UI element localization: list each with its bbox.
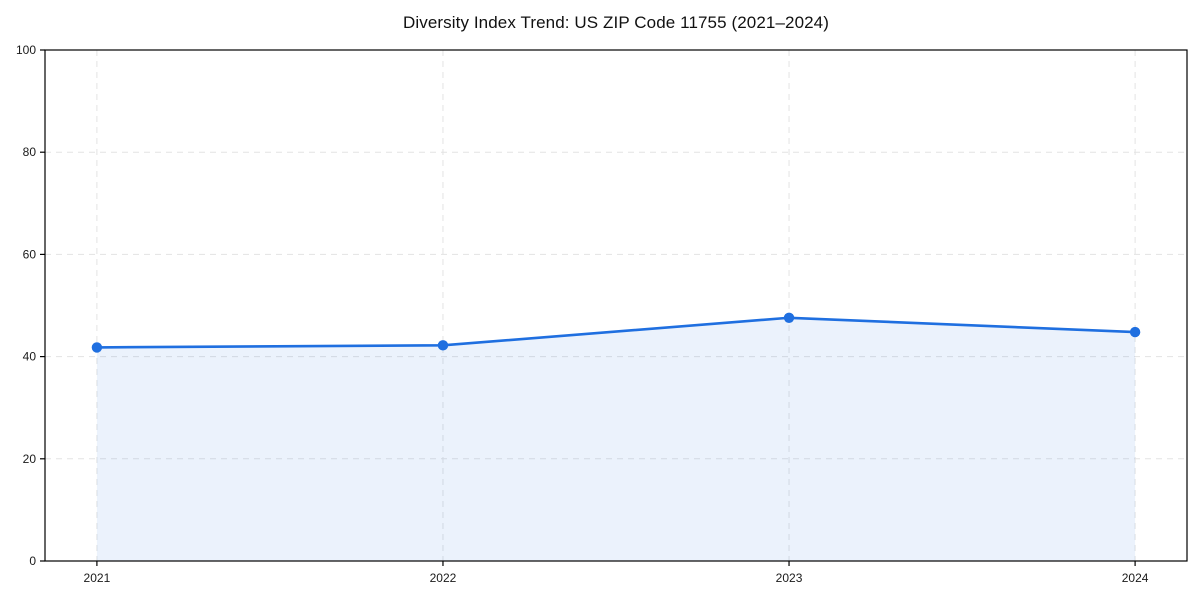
y-tick-label: 100 bbox=[16, 43, 36, 57]
y-tick-label: 80 bbox=[23, 145, 37, 159]
data-point-2024 bbox=[1129, 326, 1141, 338]
y-tick-label: 0 bbox=[29, 554, 36, 568]
x-tick-label: 2023 bbox=[776, 571, 803, 585]
y-tick-label: 60 bbox=[23, 247, 37, 261]
x-tick-label: 2021 bbox=[84, 571, 111, 585]
chart-title: Diversity Index Trend: US ZIP Code 11755… bbox=[402, 13, 830, 32]
x-tick-label: 2022 bbox=[430, 571, 457, 585]
y-tick-label: 20 bbox=[23, 452, 37, 466]
data-point-2023 bbox=[783, 312, 795, 323]
plot-border bbox=[44, 49, 1188, 562]
data-point-2022 bbox=[437, 340, 449, 351]
trend-line bbox=[95, 316, 1137, 349]
y-tick-label: 40 bbox=[23, 350, 37, 364]
area-fill bbox=[96, 317, 1136, 561]
x-tick-label: 2024 bbox=[1122, 571, 1149, 585]
data-point-2021 bbox=[91, 342, 103, 353]
